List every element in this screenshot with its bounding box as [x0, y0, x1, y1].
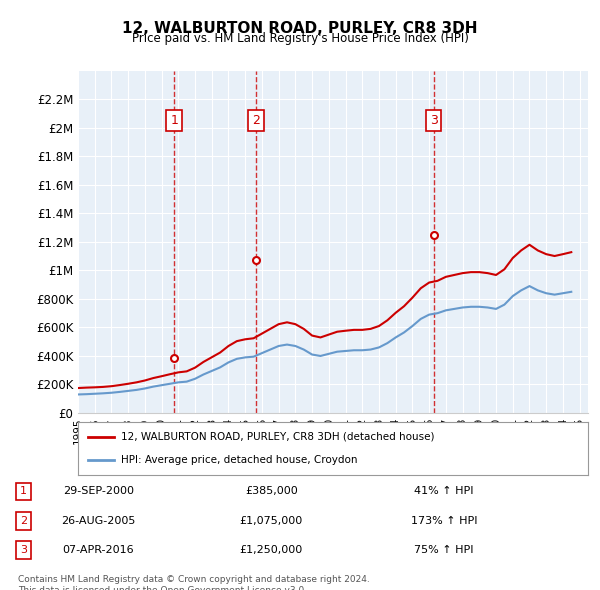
Text: 12, WALBURTON ROAD, PURLEY, CR8 3DH: 12, WALBURTON ROAD, PURLEY, CR8 3DH: [122, 21, 478, 35]
Text: £1,075,000: £1,075,000: [239, 516, 303, 526]
Text: Price paid vs. HM Land Registry's House Price Index (HPI): Price paid vs. HM Land Registry's House …: [131, 32, 469, 45]
Text: 07-APR-2016: 07-APR-2016: [62, 545, 134, 555]
Text: 12, WALBURTON ROAD, PURLEY, CR8 3DH (detached house): 12, WALBURTON ROAD, PURLEY, CR8 3DH (det…: [121, 432, 435, 442]
Text: 2: 2: [252, 114, 260, 127]
Text: 1: 1: [20, 486, 27, 496]
Text: 75% ↑ HPI: 75% ↑ HPI: [414, 545, 474, 555]
Text: 173% ↑ HPI: 173% ↑ HPI: [411, 516, 477, 526]
Text: 26-AUG-2005: 26-AUG-2005: [61, 516, 136, 526]
Text: Contains HM Land Registry data © Crown copyright and database right 2024.
This d: Contains HM Land Registry data © Crown c…: [18, 575, 370, 590]
Text: 29-SEP-2000: 29-SEP-2000: [63, 486, 134, 496]
Text: 2: 2: [20, 516, 27, 526]
Text: 3: 3: [430, 114, 437, 127]
Text: 41% ↑ HPI: 41% ↑ HPI: [414, 486, 474, 496]
Text: 3: 3: [20, 545, 27, 555]
Text: HPI: Average price, detached house, Croydon: HPI: Average price, detached house, Croy…: [121, 455, 358, 465]
Text: £1,250,000: £1,250,000: [239, 545, 303, 555]
Text: £385,000: £385,000: [245, 486, 298, 496]
Text: 1: 1: [170, 114, 178, 127]
